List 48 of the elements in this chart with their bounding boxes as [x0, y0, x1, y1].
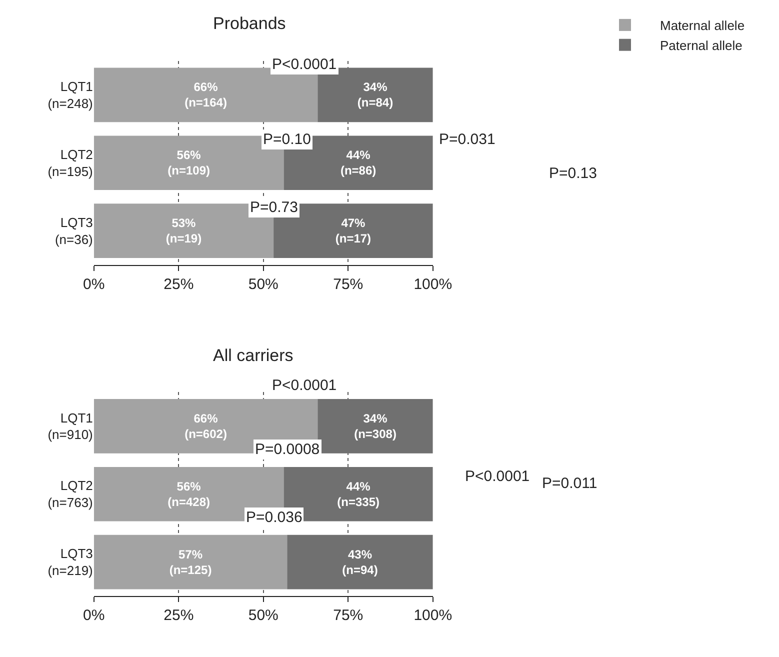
annotation: P=0.036	[246, 509, 302, 526]
x-tick-label: 100%	[414, 607, 452, 624]
x-tick-label: 100%	[414, 276, 452, 293]
y-tick-label: LQT1 (n=248)	[48, 79, 93, 111]
bar	[94, 398, 318, 454]
annotation: P<0.0001	[272, 56, 337, 73]
data-label: 66% (n=602)	[184, 411, 227, 441]
x-tick-label: 0%	[83, 276, 105, 293]
text: P<0.0001	[465, 468, 530, 485]
y-tick-label: LQT3 (n=36)	[54, 214, 93, 247]
annotation: P=0.0008	[255, 441, 320, 458]
y-tick-label: LQT3 (n=219)	[48, 546, 93, 578]
text: P=0.011	[542, 475, 598, 492]
y-tick-label: LQT2 (n=763)	[48, 478, 93, 510]
x-tick-label: 25%	[164, 276, 194, 293]
y-tick-label: LQT1 (n=910)	[48, 410, 93, 442]
text: P=0.13	[549, 165, 597, 182]
data-label: 53% (n=19)	[166, 216, 202, 246]
data-label: 44% (n=335)	[337, 479, 380, 509]
x-tick-label: 75%	[333, 607, 364, 624]
text: P=0.031	[439, 131, 496, 148]
data-label: 66% (n=164)	[184, 80, 227, 110]
x-tick-label: 50%	[248, 607, 278, 624]
bar	[94, 534, 288, 590]
legend-label: Paternal allele	[660, 38, 742, 53]
bar	[318, 398, 433, 454]
x-tick-label: 75%	[333, 276, 364, 293]
data-label: 34% (n=84)	[357, 80, 394, 110]
x-tick-label: 50%	[248, 276, 278, 293]
chart-title: All carriers	[213, 346, 294, 365]
data-label: 56% (n=109)	[168, 148, 210, 178]
annotation: P<0.0001	[272, 377, 337, 394]
y-tick-label: LQT2 (n=195)	[48, 146, 93, 179]
chart-title: Probands	[213, 14, 286, 33]
data-label: 47% (n=17)	[335, 216, 372, 246]
data-label: 34% (n=308)	[354, 411, 396, 441]
x-tick-label: 25%	[164, 607, 194, 624]
annotation: P=0.10	[263, 131, 311, 148]
data-label: 57% (n=125)	[169, 547, 212, 577]
data-label: 56% (n=428)	[168, 479, 210, 509]
data-label: 43% (n=94)	[342, 547, 378, 577]
bar	[94, 68, 318, 122]
legend-label: Maternal allele	[660, 18, 745, 34]
x-tick-label: 0%	[83, 607, 105, 624]
annotation: P=0.73	[250, 199, 298, 216]
data-label: 44% (n=86)	[340, 148, 376, 178]
bar	[318, 68, 433, 122]
bar	[287, 534, 433, 590]
